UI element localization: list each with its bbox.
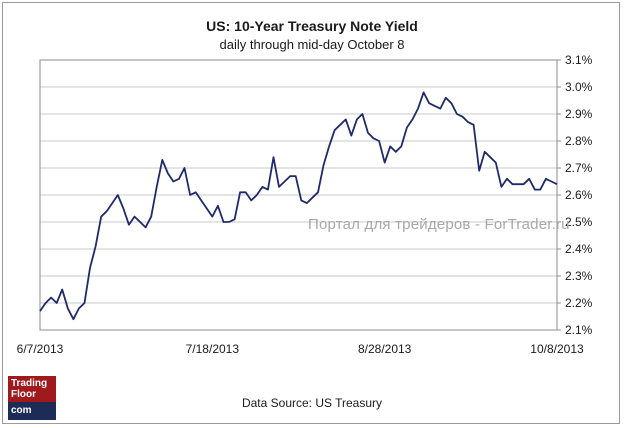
y-tick-label: 2.3% (565, 269, 593, 283)
y-axis-tick-labels: 2.1% 2.2% 2.3% 2.4% 2.5% 2.6% 2.7% 2.8% 2.9% 3.0%… (565, 53, 593, 337)
y-tick-label: 2.1% (565, 323, 593, 337)
chart-title: US: 10-Year Treasury Note Yield (206, 18, 418, 34)
y-tick-label: 2.7% (565, 161, 593, 175)
tradingfloor-logo: Trading Floor com (8, 376, 56, 420)
x-tick-label: 7/18/2013 (186, 342, 240, 356)
gridlines (40, 59, 561, 331)
series-line-yield (39, 91, 558, 321)
plot-area (39, 59, 558, 331)
x-tick-label: 6/7/2013 (17, 342, 64, 356)
y-tick-label: 3.0% (565, 80, 593, 94)
y-tick-label: 2.5% (565, 215, 593, 229)
logo-top: Trading Floor (8, 376, 56, 402)
x-axis-tick-labels: 6/7/2013 7/18/2013 8/28/2013 10/8/2013 (17, 342, 584, 356)
chart-frame (2, 2, 620, 424)
logo-line-3: com (8, 402, 56, 420)
y-tick-label: 2.9% (565, 107, 593, 121)
x-tick-label: 8/28/2013 (358, 342, 412, 356)
x-tick-label: 10/8/2013 (530, 342, 584, 356)
chart-subtitle: daily through mid-day October 8 (219, 37, 405, 52)
y-tick-label: 2.4% (565, 242, 593, 256)
y-tick-label: 3.1% (565, 53, 593, 67)
watermark-text: Портал для трейдеров - ForTrader.ru (308, 216, 570, 233)
logo-line-2: Floor (11, 389, 36, 400)
y-tick-label: 2.2% (565, 296, 593, 310)
series-layer (39, 91, 558, 321)
y-tick-label: 2.6% (565, 188, 593, 202)
logo-line-1: Trading (11, 378, 48, 389)
data-source: Data Source: US Treasury (241, 396, 383, 410)
y-tick-label: 2.8% (565, 134, 593, 148)
